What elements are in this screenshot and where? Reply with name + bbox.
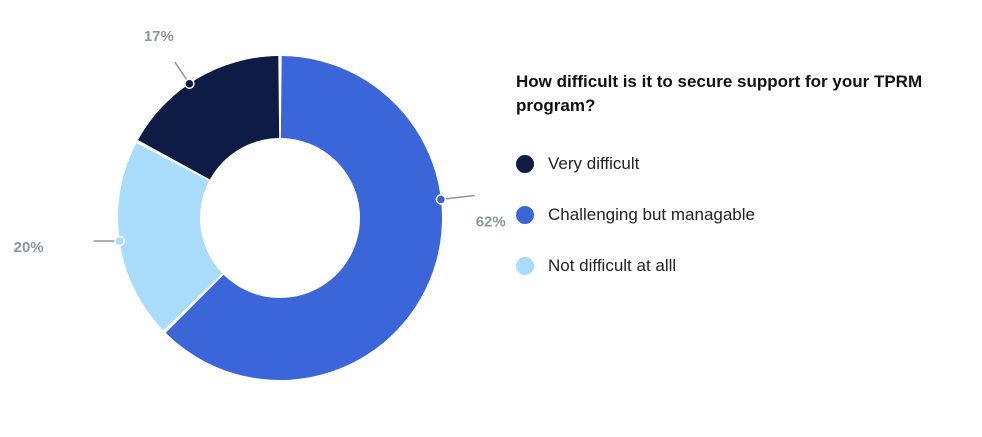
legend: Very difficult Challenging but managable… bbox=[516, 151, 755, 304]
chart-title: How difficult is it to secure support fo… bbox=[516, 72, 923, 115]
legend-swatch-challenging bbox=[516, 206, 534, 224]
callout-dot-very-difficult bbox=[184, 78, 195, 89]
callout-dot-not-difficult bbox=[114, 235, 125, 247]
legend-item-not-difficult: Not difficult at alll bbox=[516, 253, 755, 279]
value-label-very-difficult: 17% bbox=[144, 28, 174, 45]
legend-item-challenging: Challenging but managable bbox=[516, 202, 755, 228]
legend-item-very-difficult: Very difficult bbox=[516, 151, 755, 177]
slice-not-difficult bbox=[117, 142, 223, 331]
legend-swatch-very-difficult bbox=[516, 155, 534, 173]
value-label-not-difficult: 20% bbox=[14, 239, 44, 256]
slice-challenging bbox=[165, 56, 443, 381]
donut-slices bbox=[117, 56, 443, 381]
slice-very-difficult bbox=[138, 56, 280, 180]
donut-callouts: 62% 20% 17% bbox=[14, 28, 506, 256]
callout-dot-challenging bbox=[435, 194, 447, 205]
legend-label-not-difficult: Not difficult at alll bbox=[548, 256, 677, 275]
legend-label-challenging: Challenging but managable bbox=[548, 205, 755, 224]
legend-label-very-difficult: Very difficult bbox=[548, 154, 640, 173]
legend-swatch-not-difficult bbox=[516, 257, 534, 275]
callout-line-challenging bbox=[440, 194, 475, 201]
value-label-challenging: 62% bbox=[476, 214, 506, 231]
